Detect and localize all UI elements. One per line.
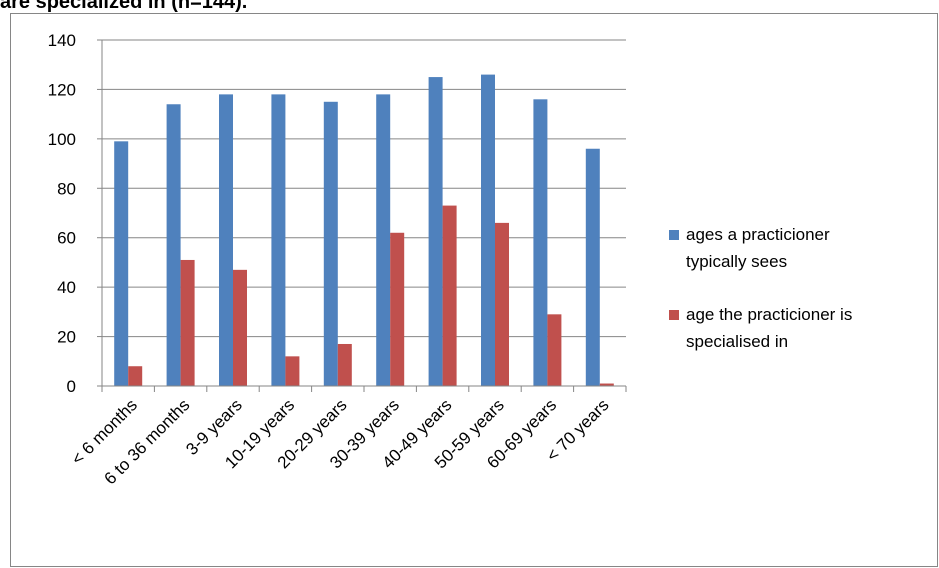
y-tick-label: 100 (48, 130, 76, 149)
axes (97, 39, 627, 392)
bar-typically-sees (376, 94, 391, 386)
y-tick-labels: 0 20 40 60 80 100 120 140 (48, 31, 76, 396)
bar-specialised-in (495, 222, 509, 386)
chart-title: are specialized in (n=144). (0, 0, 248, 13)
bar-specialised-in (128, 366, 143, 386)
legend-swatch (669, 230, 679, 240)
bar-specialised-in (599, 383, 614, 386)
y-tick-label: 40 (57, 278, 76, 297)
bar-typically-sees (166, 104, 181, 386)
y-tick-label: 60 (57, 229, 76, 248)
legend-label: typically sees (686, 252, 787, 271)
bars (114, 74, 614, 387)
bar-specialised-in (180, 259, 195, 386)
bar-specialised-in (285, 356, 300, 386)
bar-typically-sees (271, 94, 286, 386)
y-tick-label: 80 (57, 179, 76, 198)
legend: ages a practicioner typically sees age the… (669, 225, 852, 351)
bar-specialised-in (233, 269, 247, 386)
bar-typically-sees (428, 77, 443, 387)
legend-label: ages a practicioner (686, 225, 830, 244)
bar-specialised-in (390, 232, 405, 386)
y-tick-label: 0 (67, 377, 76, 396)
legend-swatch (669, 310, 679, 320)
bar-typically-sees (585, 148, 600, 386)
bar-typically-sees (114, 141, 129, 386)
chart-frame (10, 13, 938, 567)
bar-typically-sees (323, 101, 338, 387)
bar-typically-sees (481, 74, 495, 386)
y-tick-label: 120 (48, 80, 76, 99)
legend-label: specialised in (686, 332, 788, 351)
y-tick-label: 20 (57, 328, 76, 347)
y-tick-label: 140 (48, 31, 76, 50)
bar-typically-sees (219, 94, 233, 386)
bar-specialised-in (337, 343, 352, 386)
legend-label: age the practicioner is (686, 305, 852, 324)
bar-specialised-in (442, 205, 457, 386)
bar-typically-sees (533, 99, 548, 387)
bar-specialised-in (547, 314, 562, 386)
